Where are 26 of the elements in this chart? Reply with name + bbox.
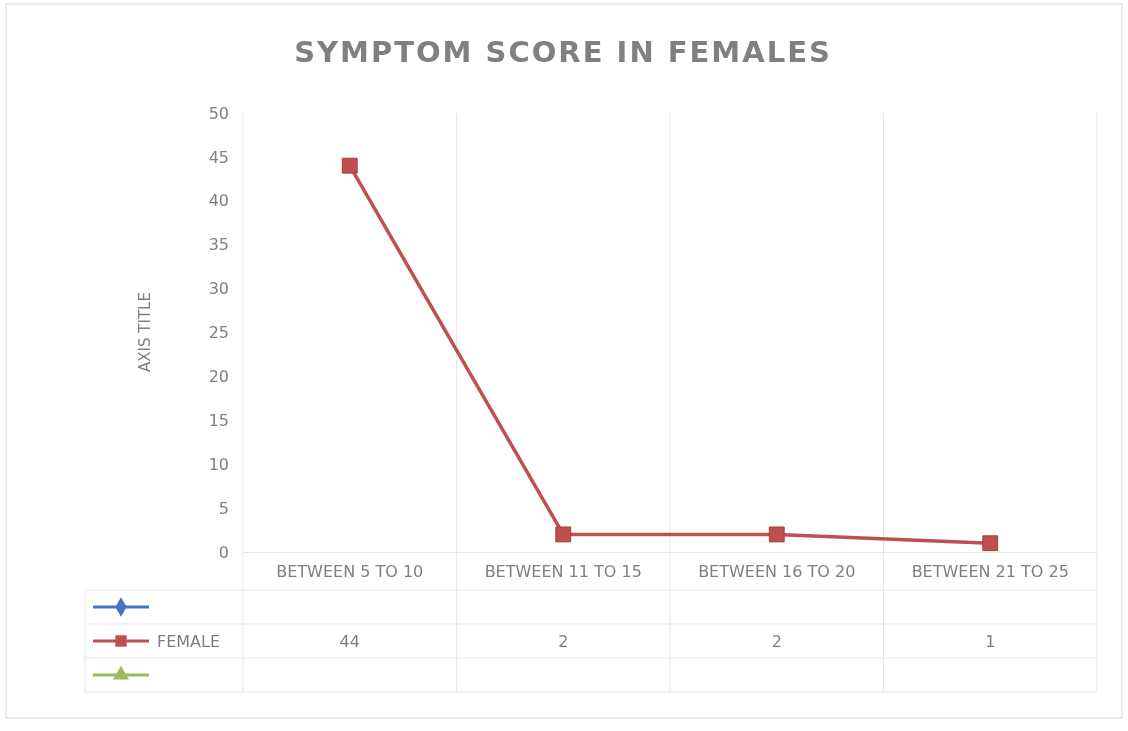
x-tick-label: BETWEEN 11 TO 15	[484, 562, 642, 582]
chart-title: SYMPTOM SCORE IN FEMALES	[294, 35, 832, 69]
data-label: 2	[558, 632, 569, 651]
x-tick-label: BETWEEN 5 TO 10	[276, 562, 424, 582]
y-tick-label: 5	[218, 498, 229, 518]
y-tick-label: 40	[208, 191, 229, 211]
point	[341, 157, 358, 174]
y-axis-title: AXIS TITLE	[136, 292, 154, 372]
y-tick-label: 0	[218, 542, 229, 562]
y-tick-label: 25	[208, 323, 229, 343]
y-tick-label: 30	[208, 279, 229, 299]
x-tick-label: BETWEEN 21 TO 25	[911, 562, 1069, 582]
y-tick-label: 35	[208, 235, 229, 255]
y-tick-label: 15	[208, 410, 229, 430]
y-tick-label: 20	[208, 367, 229, 387]
y-tick-label: 10	[208, 454, 229, 474]
legend-label: FEMALE	[157, 632, 221, 651]
point	[982, 535, 999, 552]
data-label: 44	[339, 632, 360, 651]
x-tick-label: BETWEEN 16 TO 20	[698, 562, 856, 582]
point	[555, 526, 572, 543]
y-tick-label: 50	[208, 103, 229, 123]
y-tick-label: 45	[208, 147, 229, 167]
data-label: 1	[985, 632, 996, 651]
data-label: 2	[771, 632, 782, 651]
point	[768, 526, 785, 543]
